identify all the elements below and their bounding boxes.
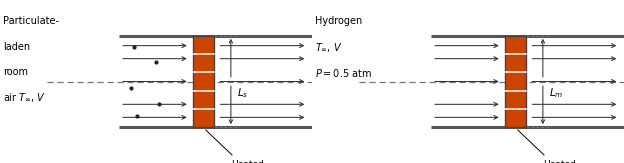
Text: Hydrogen: Hydrogen: [315, 16, 363, 26]
Text: Particulate-: Particulate-: [3, 16, 59, 26]
Text: $P = 0.5$ atm: $P = 0.5$ atm: [315, 67, 372, 79]
Text: $L_m$: $L_m$: [549, 86, 563, 100]
Text: air $T_{\infty}$, $V$: air $T_{\infty}$, $V$: [3, 92, 46, 104]
Bar: [505, 36, 525, 127]
Text: laden: laden: [3, 42, 30, 52]
Text: room: room: [3, 67, 28, 77]
Text: Heated
sensor: Heated sensor: [205, 130, 264, 163]
Bar: [193, 36, 213, 127]
Text: Heated
model: Heated model: [517, 130, 576, 163]
Text: $L_s$: $L_s$: [237, 86, 248, 100]
Text: $T_{\infty}$, $V$: $T_{\infty}$, $V$: [315, 42, 343, 54]
